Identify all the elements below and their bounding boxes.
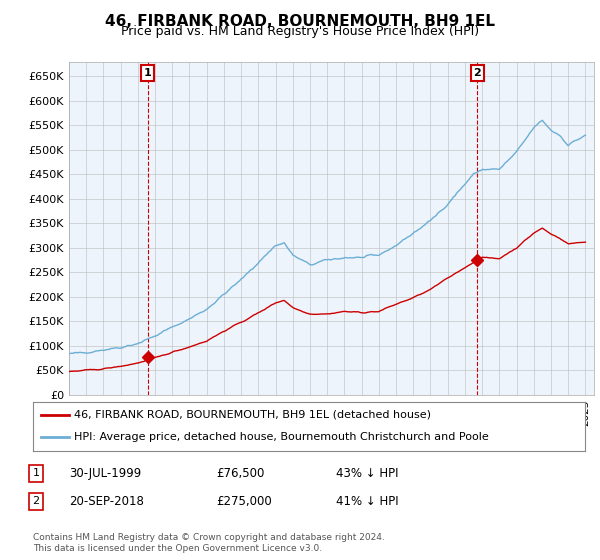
Text: £275,000: £275,000: [216, 494, 272, 508]
Text: 41% ↓ HPI: 41% ↓ HPI: [336, 494, 398, 508]
Text: Contains HM Land Registry data © Crown copyright and database right 2024.
This d: Contains HM Land Registry data © Crown c…: [33, 533, 385, 553]
Text: 46, FIRBANK ROAD, BOURNEMOUTH, BH9 1EL: 46, FIRBANK ROAD, BOURNEMOUTH, BH9 1EL: [105, 14, 495, 29]
Text: 2: 2: [473, 68, 481, 78]
Text: Price paid vs. HM Land Registry's House Price Index (HPI): Price paid vs. HM Land Registry's House …: [121, 25, 479, 38]
Text: 1: 1: [32, 468, 40, 478]
Text: 2: 2: [32, 496, 40, 506]
Text: 46, FIRBANK ROAD, BOURNEMOUTH, BH9 1EL (detached house): 46, FIRBANK ROAD, BOURNEMOUTH, BH9 1EL (…: [74, 410, 431, 420]
Text: 43% ↓ HPI: 43% ↓ HPI: [336, 466, 398, 480]
Text: 30-JUL-1999: 30-JUL-1999: [69, 466, 141, 480]
Text: 20-SEP-2018: 20-SEP-2018: [69, 494, 144, 508]
Text: 1: 1: [144, 68, 152, 78]
Text: £76,500: £76,500: [216, 466, 265, 480]
Text: HPI: Average price, detached house, Bournemouth Christchurch and Poole: HPI: Average price, detached house, Bour…: [74, 432, 489, 442]
